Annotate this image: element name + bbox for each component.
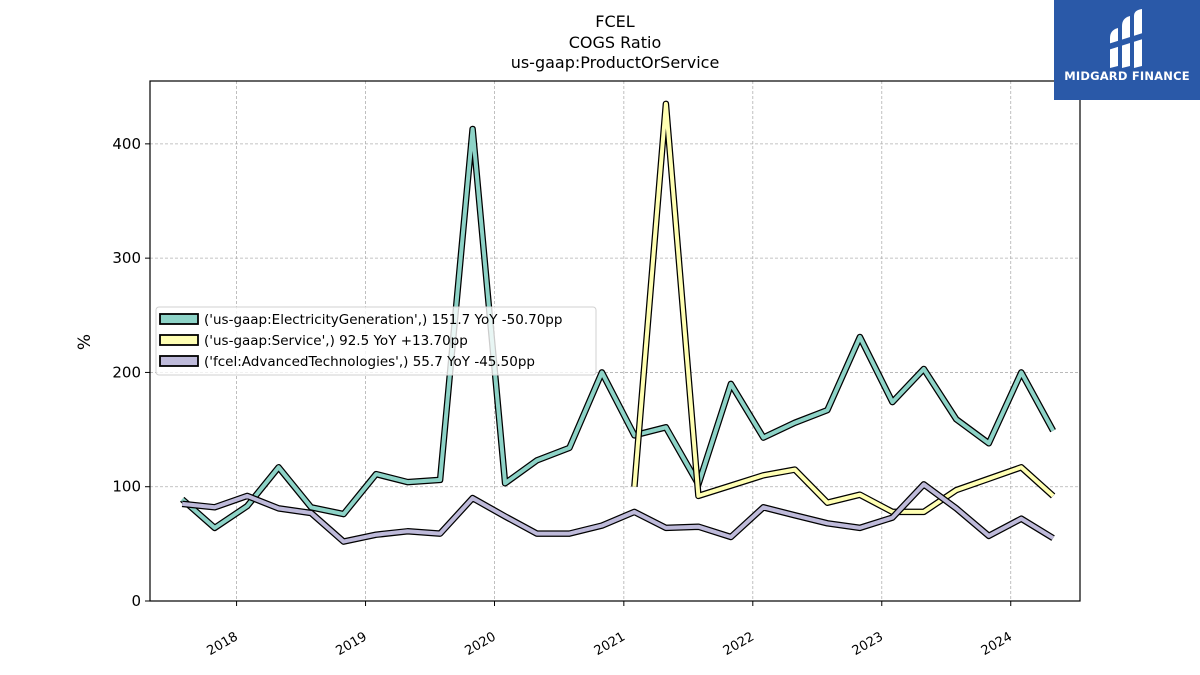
chart-title-block: FCEL COGS Ratio us-gaap:ProductOrService	[511, 12, 720, 72]
brand-name: MIDGARD FINANCE	[1064, 69, 1190, 83]
chart-subtitle-1: COGS Ratio	[569, 33, 661, 52]
y-tick-label: 400	[112, 135, 141, 153]
legend-label: ('us-gaap:ElectricityGeneration',) 151.7…	[204, 312, 562, 328]
x-tick-label: 2020	[462, 629, 498, 659]
legend-swatch	[159, 313, 199, 325]
x-tick-label: 2024	[979, 629, 1015, 659]
series-1	[631, 100, 1056, 516]
y-tick-label: 300	[112, 249, 141, 267]
series-0	[180, 125, 1056, 532]
chart-title: FCEL	[595, 12, 634, 31]
legend-box	[155, 306, 597, 376]
plot-area-frame	[149, 80, 1081, 602]
legend-entry: ('fcel:AdvancedTechnologies',) 55.7 YoY …	[159, 354, 535, 370]
x-axis: 2018 2019 2020 2021 2022 2023 2024	[205, 601, 1015, 659]
legend: ('us-gaap:ElectricityGeneration',) 151.7…	[155, 306, 597, 376]
series-line	[181, 482, 1055, 544]
legend-entry: ('us-gaap:Service',) 92.5 YoY +13.70pp	[159, 333, 468, 349]
y-tick-label: 0	[131, 592, 141, 610]
chart-subtitle-2: us-gaap:ProductOrService	[511, 53, 720, 72]
series-line	[180, 127, 1055, 530]
x-tick-label: 2023	[850, 629, 886, 659]
series-line-outline	[631, 100, 1056, 516]
x-tick-label: 2021	[592, 629, 628, 659]
legend-swatch	[159, 334, 199, 346]
y-axis-label: %	[75, 334, 95, 350]
series-2	[181, 481, 1055, 545]
x-tick-label: 2018	[205, 629, 241, 659]
x-tick-label: 2022	[721, 629, 757, 659]
legend-swatch	[159, 355, 199, 367]
legend-label: ('fcel:AdvancedTechnologies',) 55.7 YoY …	[204, 354, 535, 370]
series-line	[632, 101, 1055, 514]
midgard-logo-icon	[1108, 9, 1146, 68]
brand-logo: MIDGARD FINANCE	[1054, 0, 1200, 100]
legend-entry: ('us-gaap:ElectricityGeneration',) 151.7…	[159, 312, 562, 328]
x-tick-label: 2019	[334, 629, 370, 659]
y-axis: 0 100 200 300 400	[112, 135, 150, 610]
y-tick-label: 100	[112, 478, 141, 496]
series-lines	[180, 100, 1056, 545]
y-tick-label: 200	[112, 363, 141, 381]
legend-label: ('us-gaap:Service',) 92.5 YoY +13.70pp	[204, 333, 468, 349]
